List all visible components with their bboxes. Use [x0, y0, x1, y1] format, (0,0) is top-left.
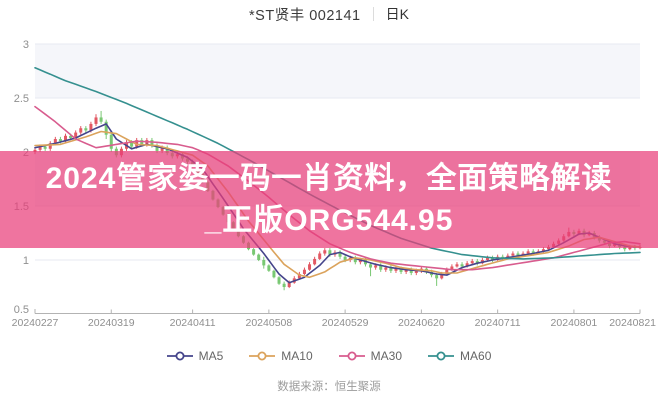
- svg-text:20240411: 20240411: [170, 317, 216, 329]
- svg-text:1: 1: [23, 255, 29, 267]
- ad-banner-line2: _正版ORG544.95: [204, 203, 454, 237]
- title-divider: [372, 7, 374, 21]
- svg-text:20240801: 20240801: [551, 317, 598, 329]
- svg-text:3: 3: [23, 39, 29, 51]
- legend-item-ma30[interactable]: MA30: [338, 349, 403, 363]
- chart-legend: MA5 MA10 MA30 MA60: [0, 346, 658, 366]
- legend-item-ma60[interactable]: MA60: [428, 349, 491, 363]
- legend-label-ma10: MA10: [281, 349, 313, 363]
- legend-label-ma30: MA30: [370, 349, 403, 363]
- ma5-legend-marker-icon: [166, 351, 193, 361]
- svg-text:20240529: 20240529: [322, 317, 369, 329]
- svg-text:20240711: 20240711: [475, 317, 521, 329]
- svg-text:2.5: 2.5: [14, 93, 29, 105]
- legend-item-ma10[interactable]: MA10: [249, 349, 313, 363]
- ad-overlay-banner[interactable]: 2024管家婆一码一肖资料，全面策略解读 _正版ORG544.95: [0, 151, 658, 248]
- legend-label-ma60: MA60: [460, 349, 492, 363]
- chart-header: *ST贤丰 002141 日K: [0, 0, 658, 28]
- data-source-label: 数据来源：恒生聚源: [277, 381, 381, 393]
- ma30-legend-marker-icon: [338, 351, 365, 361]
- svg-text:20240821: 20240821: [609, 317, 656, 329]
- legend-label-ma5: MA5: [198, 349, 224, 363]
- svg-text:20240227: 20240227: [12, 317, 59, 329]
- svg-text:0.5: 0.5: [14, 304, 29, 316]
- svg-text:20240319: 20240319: [88, 317, 135, 329]
- period-tab-daily[interactable]: 日K: [385, 6, 409, 22]
- legend-item-ma5[interactable]: MA5: [166, 349, 224, 363]
- ma60-legend-marker-icon: [428, 351, 455, 361]
- stock-title: *ST贤丰 002141: [249, 7, 361, 24]
- svg-text:20240508: 20240508: [246, 317, 293, 329]
- ma10-legend-marker-icon: [249, 351, 276, 361]
- ad-banner-line1: 2024管家婆一码一肖资料，全面策略解读: [45, 161, 613, 195]
- svg-text:20240620: 20240620: [398, 317, 445, 329]
